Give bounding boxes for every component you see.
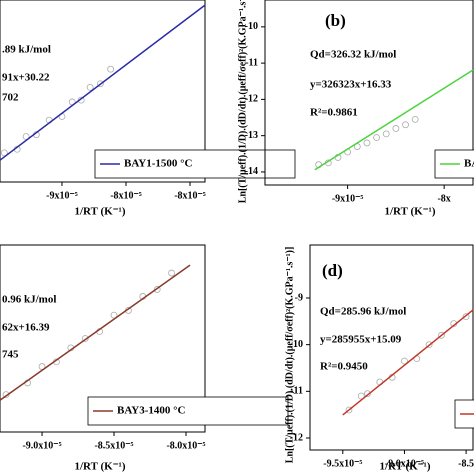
x-tick-label: -8.5x10⁻⁵ (94, 440, 133, 451)
legend-label: BAY1-1500 °C (124, 158, 193, 170)
data-point (345, 406, 353, 414)
annotation: y=326323x+16.33 (310, 79, 392, 91)
annotation: y=285955x+15.09 (320, 334, 402, 346)
annotation: 91x+30.22 (2, 72, 50, 84)
x-tick-label: -8x10⁻⁵ (110, 190, 142, 201)
panel: -9.0x10⁻⁵ -8.5x10⁻⁵ -8.0x10⁻⁵ BAY3-1400 °C 0… (0, 244, 289, 473)
y-axis-label: Ln[(T/μeff).(1/D).(dD/dt).(μeff/σeff)²(K… (284, 247, 295, 464)
data-point (81, 335, 89, 342)
legend-label: BAY3-1400 °C (117, 405, 186, 417)
y-axis-label: Ln[(T/μeff).(1/D).(dD/dt).(μeff/σeff)²(K… (237, 0, 248, 203)
annotation: R²=0.9450 (320, 361, 368, 373)
annotation: Qd=326.32 kJ/mol (310, 49, 396, 61)
x-tick-label: -9.5x10⁻⁵ (323, 458, 362, 469)
data-point (357, 392, 365, 400)
plot-frame (309, 244, 474, 451)
x-tick-label: -9x10⁻⁵ (46, 190, 78, 201)
fit-line (0, 4, 206, 161)
fit-line (342, 309, 474, 416)
panel-label: (b) (325, 11, 346, 30)
data-point (364, 390, 371, 398)
annotation: .89 kJ/mol (2, 44, 51, 56)
fit-line (314, 69, 474, 171)
annotation: R²=0.9861 (310, 107, 358, 119)
plot-frame (0, 0, 206, 183)
y-tick-label: -12 (290, 432, 303, 443)
fit-line (0, 264, 191, 401)
data-point (401, 357, 408, 365)
x-tick-label: -8.5 (458, 458, 474, 469)
data-point (110, 311, 118, 319)
x-tick-label: -8x10⁻⁵ (174, 190, 206, 201)
data-point (438, 331, 445, 339)
panel-label: (d) (322, 261, 343, 280)
y-tick-label: -10 (245, 21, 258, 32)
data-point (107, 65, 115, 73)
legend-box (87, 396, 289, 426)
data-point (382, 130, 390, 138)
x-tick-label: -8x (437, 193, 450, 204)
data-point (402, 121, 409, 129)
annotation: 0.96 kJ/mol (2, 294, 56, 306)
x-tick-label: -9.0x10⁻⁵ (385, 458, 424, 469)
data-point (373, 134, 380, 141)
data-point (392, 125, 400, 132)
data-point (153, 286, 161, 293)
annotation: 702 (2, 92, 19, 104)
data-point (462, 313, 470, 321)
legend-box (94, 149, 296, 179)
y-tick-label: -13 (245, 130, 258, 141)
x-axis-label: 1/RT (K⁻¹) (385, 206, 436, 218)
data-point (363, 139, 371, 147)
annotation: 745 (2, 349, 19, 361)
x-tick-label: -9x10⁻⁵ (332, 193, 364, 204)
x-tick-label: -8.0x10⁻⁵ (166, 440, 205, 451)
panel: -9x10⁻⁵ -8x -10 -11 -12 -13 -14 BA Qd=326.32 kJ/… (237, 0, 474, 218)
y-tick-label: -12 (245, 94, 258, 105)
x-axis-label: 1/RT (K⁻¹) (380, 461, 431, 473)
y-tick-label: -9 (295, 292, 303, 303)
x-axis-label: 1/RT (K⁻¹) (75, 461, 126, 473)
panel: -9x10⁻⁵ -8x10⁻⁵ -8x10⁻⁵ BAY1-1500 °C .89 kJ/… (0, 0, 296, 218)
y-tick-label: -10 (290, 339, 303, 350)
data-point (411, 115, 419, 123)
legend-label: BA (464, 158, 474, 170)
data-point (425, 341, 433, 349)
data-point (96, 80, 104, 88)
annotation: Qd=285.96 kJ/mol (320, 306, 406, 318)
y-tick-label: -14 (245, 166, 258, 177)
data-point (86, 83, 94, 91)
plot-frame (264, 0, 474, 186)
plot-frame (0, 244, 206, 433)
panel: -9.5x10⁻⁵ -9.0x10⁻⁵ -8.5 -9 -10 -11 -12 Qd=285.… (284, 244, 474, 473)
x-axis-label: 1/RT (K⁻¹) (75, 206, 126, 218)
data-point (168, 269, 176, 277)
annotation: 62x+16.39 (2, 322, 50, 334)
y-tick-label: -11 (245, 57, 258, 68)
x-tick-label: -9.0x10⁻⁵ (22, 440, 61, 451)
data-point (0, 149, 8, 157)
y-tick-label: -11 (290, 386, 303, 397)
